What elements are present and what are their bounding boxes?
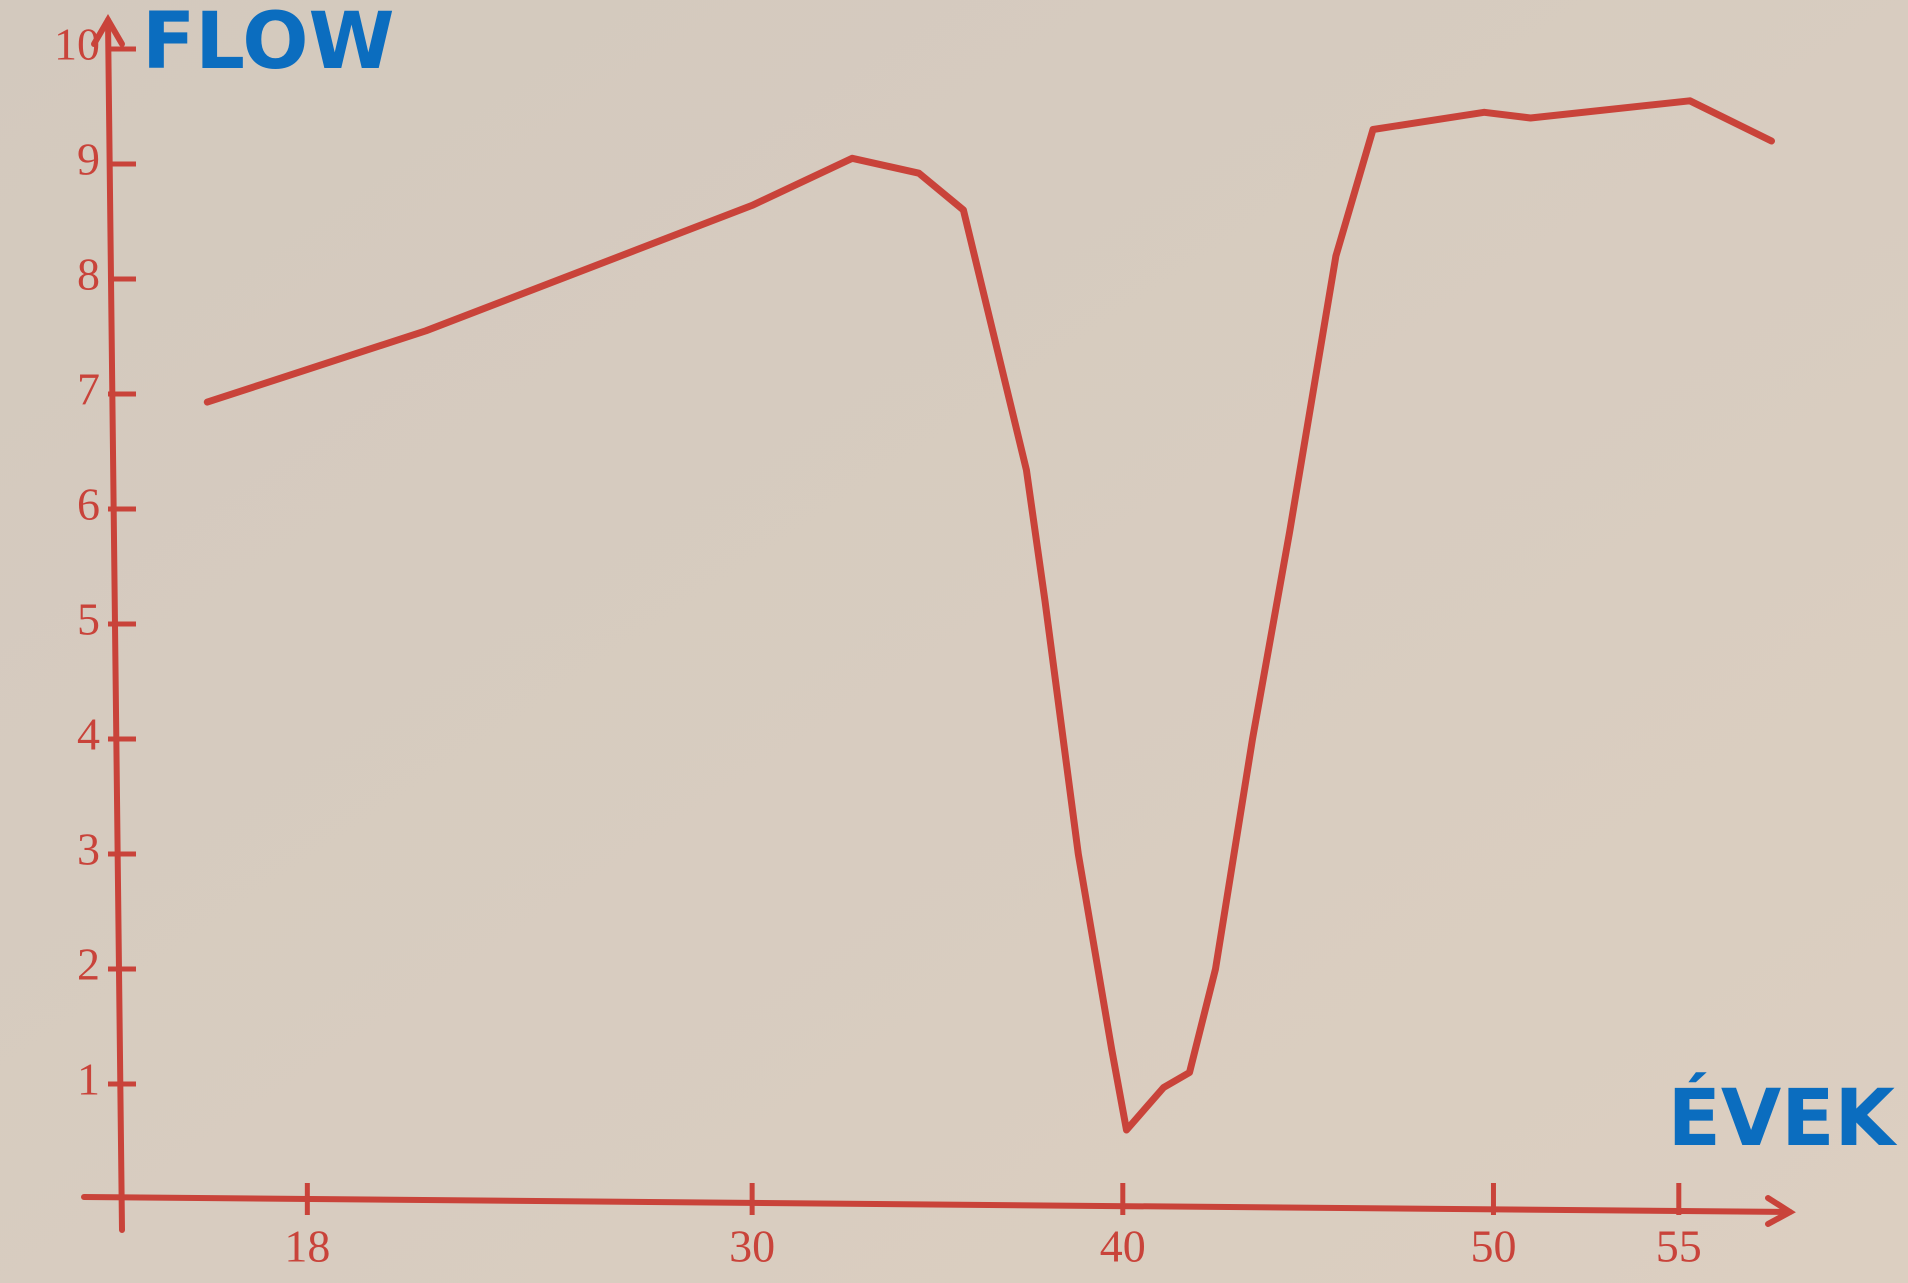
y-tick-label: 4: [77, 709, 100, 760]
y-tick-label: 10: [54, 19, 100, 70]
x-tick-label: 30: [729, 1221, 775, 1272]
y-tick-label: 1: [77, 1054, 100, 1105]
y-tick-label: 9: [77, 134, 100, 185]
y-axis-arrow: [91, 14, 125, 47]
y-tick-label: 6: [77, 479, 100, 530]
line: [203, 97, 1775, 1134]
x-tick-label: 18: [284, 1221, 330, 1272]
y-tick-label: 7: [77, 364, 100, 415]
y-tick-label: 8: [77, 249, 100, 300]
x-axis-title: ÉVEK: [1668, 1072, 1898, 1164]
y-axis-title: FLOW: [142, 0, 395, 87]
y-tick-label: 3: [77, 824, 100, 875]
x-axis-arrow: [1765, 1195, 1796, 1227]
x-tick-label: 50: [1470, 1221, 1516, 1272]
y-tick-label: 2: [77, 939, 100, 990]
y-tick-label: 5: [77, 594, 100, 645]
x-tick-label: 55: [1656, 1221, 1702, 1272]
x-axis: [81, 1194, 1793, 1215]
x-tick-label: 40: [1100, 1221, 1146, 1272]
